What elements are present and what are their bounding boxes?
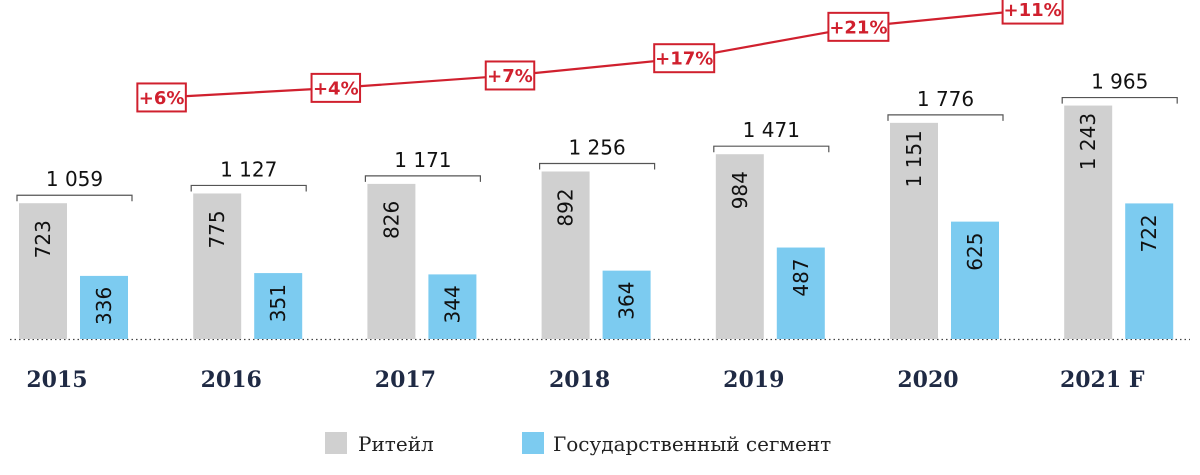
total-bracket bbox=[190, 184, 307, 192]
bar-retail bbox=[541, 171, 590, 339]
bar-retail bbox=[19, 203, 67, 339]
total-label: 1 171 bbox=[394, 148, 451, 172]
total-bracket bbox=[887, 114, 1004, 121]
bar-retail bbox=[367, 183, 416, 339]
bar-government bbox=[951, 221, 999, 339]
total-label: 1 471 bbox=[743, 118, 800, 142]
year-label: 2018 bbox=[549, 367, 610, 393]
total-brackets-group: 1 059 1 127 1 171 1 256 1 471 1 776 1 965 bbox=[16, 70, 1178, 202]
growth-box bbox=[653, 43, 716, 74]
growth-label: +4% bbox=[313, 78, 359, 99]
bar-label-retail: 723 bbox=[31, 220, 55, 258]
bar-government bbox=[254, 273, 303, 339]
bar-retail bbox=[715, 154, 764, 339]
bar-government bbox=[776, 247, 825, 339]
bar-retail bbox=[193, 193, 242, 339]
legend: Ритейл Государственный сегмент bbox=[325, 432, 831, 456]
year-label: 2017 bbox=[375, 367, 436, 393]
bar-label-retail: 892 bbox=[554, 188, 578, 226]
bar-retail bbox=[890, 122, 938, 340]
bar-label-government: 625 bbox=[963, 233, 987, 271]
year-label: 2021 F bbox=[1060, 367, 1145, 393]
legend-label-retail: Ритейл bbox=[358, 432, 434, 456]
total-bracket bbox=[16, 194, 133, 202]
bar-government bbox=[428, 274, 477, 339]
growth-box bbox=[1001, 0, 1064, 25]
bar-label-government: 351 bbox=[266, 284, 290, 322]
bar-government bbox=[1125, 203, 1174, 339]
bar-label-retail: 1 151 bbox=[902, 130, 926, 187]
total-label: 1 256 bbox=[568, 135, 625, 159]
growth-label: +17% bbox=[655, 49, 713, 70]
total-bracket bbox=[364, 175, 481, 182]
bar-label-retail: 826 bbox=[379, 201, 403, 239]
growth-label: +11% bbox=[1004, 0, 1062, 21]
total-label: 1 965 bbox=[1091, 70, 1148, 94]
total-label: 1 059 bbox=[46, 167, 103, 191]
total-label: 1 776 bbox=[917, 87, 974, 111]
year-labels-group: 2015 2016 2017 2018 2019 2020 2021 F bbox=[26, 367, 1144, 393]
total-label: 1 127 bbox=[220, 157, 277, 181]
year-label: 2015 bbox=[26, 367, 87, 393]
bar-label-retail: 775 bbox=[205, 210, 229, 248]
bar-label-government: 336 bbox=[92, 287, 116, 325]
growth-line bbox=[161, 8, 1033, 99]
growth-box bbox=[136, 82, 187, 113]
bar-government bbox=[80, 275, 128, 339]
bars-group: 723 336 775 351 826 344 892 364 984 487 1 151 625 1 … bbox=[19, 105, 1174, 340]
growth-label: +6% bbox=[139, 88, 185, 109]
bar-label-retail: 984 bbox=[728, 171, 752, 209]
growth-box bbox=[827, 11, 890, 42]
growth-label: +21% bbox=[829, 17, 887, 38]
legend-swatch-government bbox=[522, 432, 544, 454]
year-label: 2016 bbox=[201, 367, 262, 393]
bar-retail bbox=[1064, 105, 1113, 339]
year-label: 2019 bbox=[723, 367, 784, 393]
year-label: 2020 bbox=[897, 367, 958, 393]
total-bracket bbox=[1061, 96, 1178, 104]
total-bracket bbox=[539, 162, 656, 170]
growth-box bbox=[484, 60, 536, 91]
growth-line-group: +6% +4% +7% +17% +21% +11% bbox=[136, 0, 1064, 113]
bar-label-government: 487 bbox=[789, 258, 813, 296]
bar-label-government: 344 bbox=[440, 285, 464, 323]
legend-swatch-retail bbox=[325, 432, 347, 454]
bar-label-government: 364 bbox=[615, 282, 639, 320]
legend-label-government: Государственный сегмент bbox=[553, 432, 831, 456]
bar-label-government: 722 bbox=[1137, 214, 1161, 252]
bar-label-retail: 1 243 bbox=[1076, 113, 1100, 170]
total-bracket bbox=[713, 145, 830, 153]
growth-box bbox=[310, 72, 362, 103]
growth-label: +7% bbox=[487, 66, 533, 87]
bar-government bbox=[602, 270, 651, 339]
